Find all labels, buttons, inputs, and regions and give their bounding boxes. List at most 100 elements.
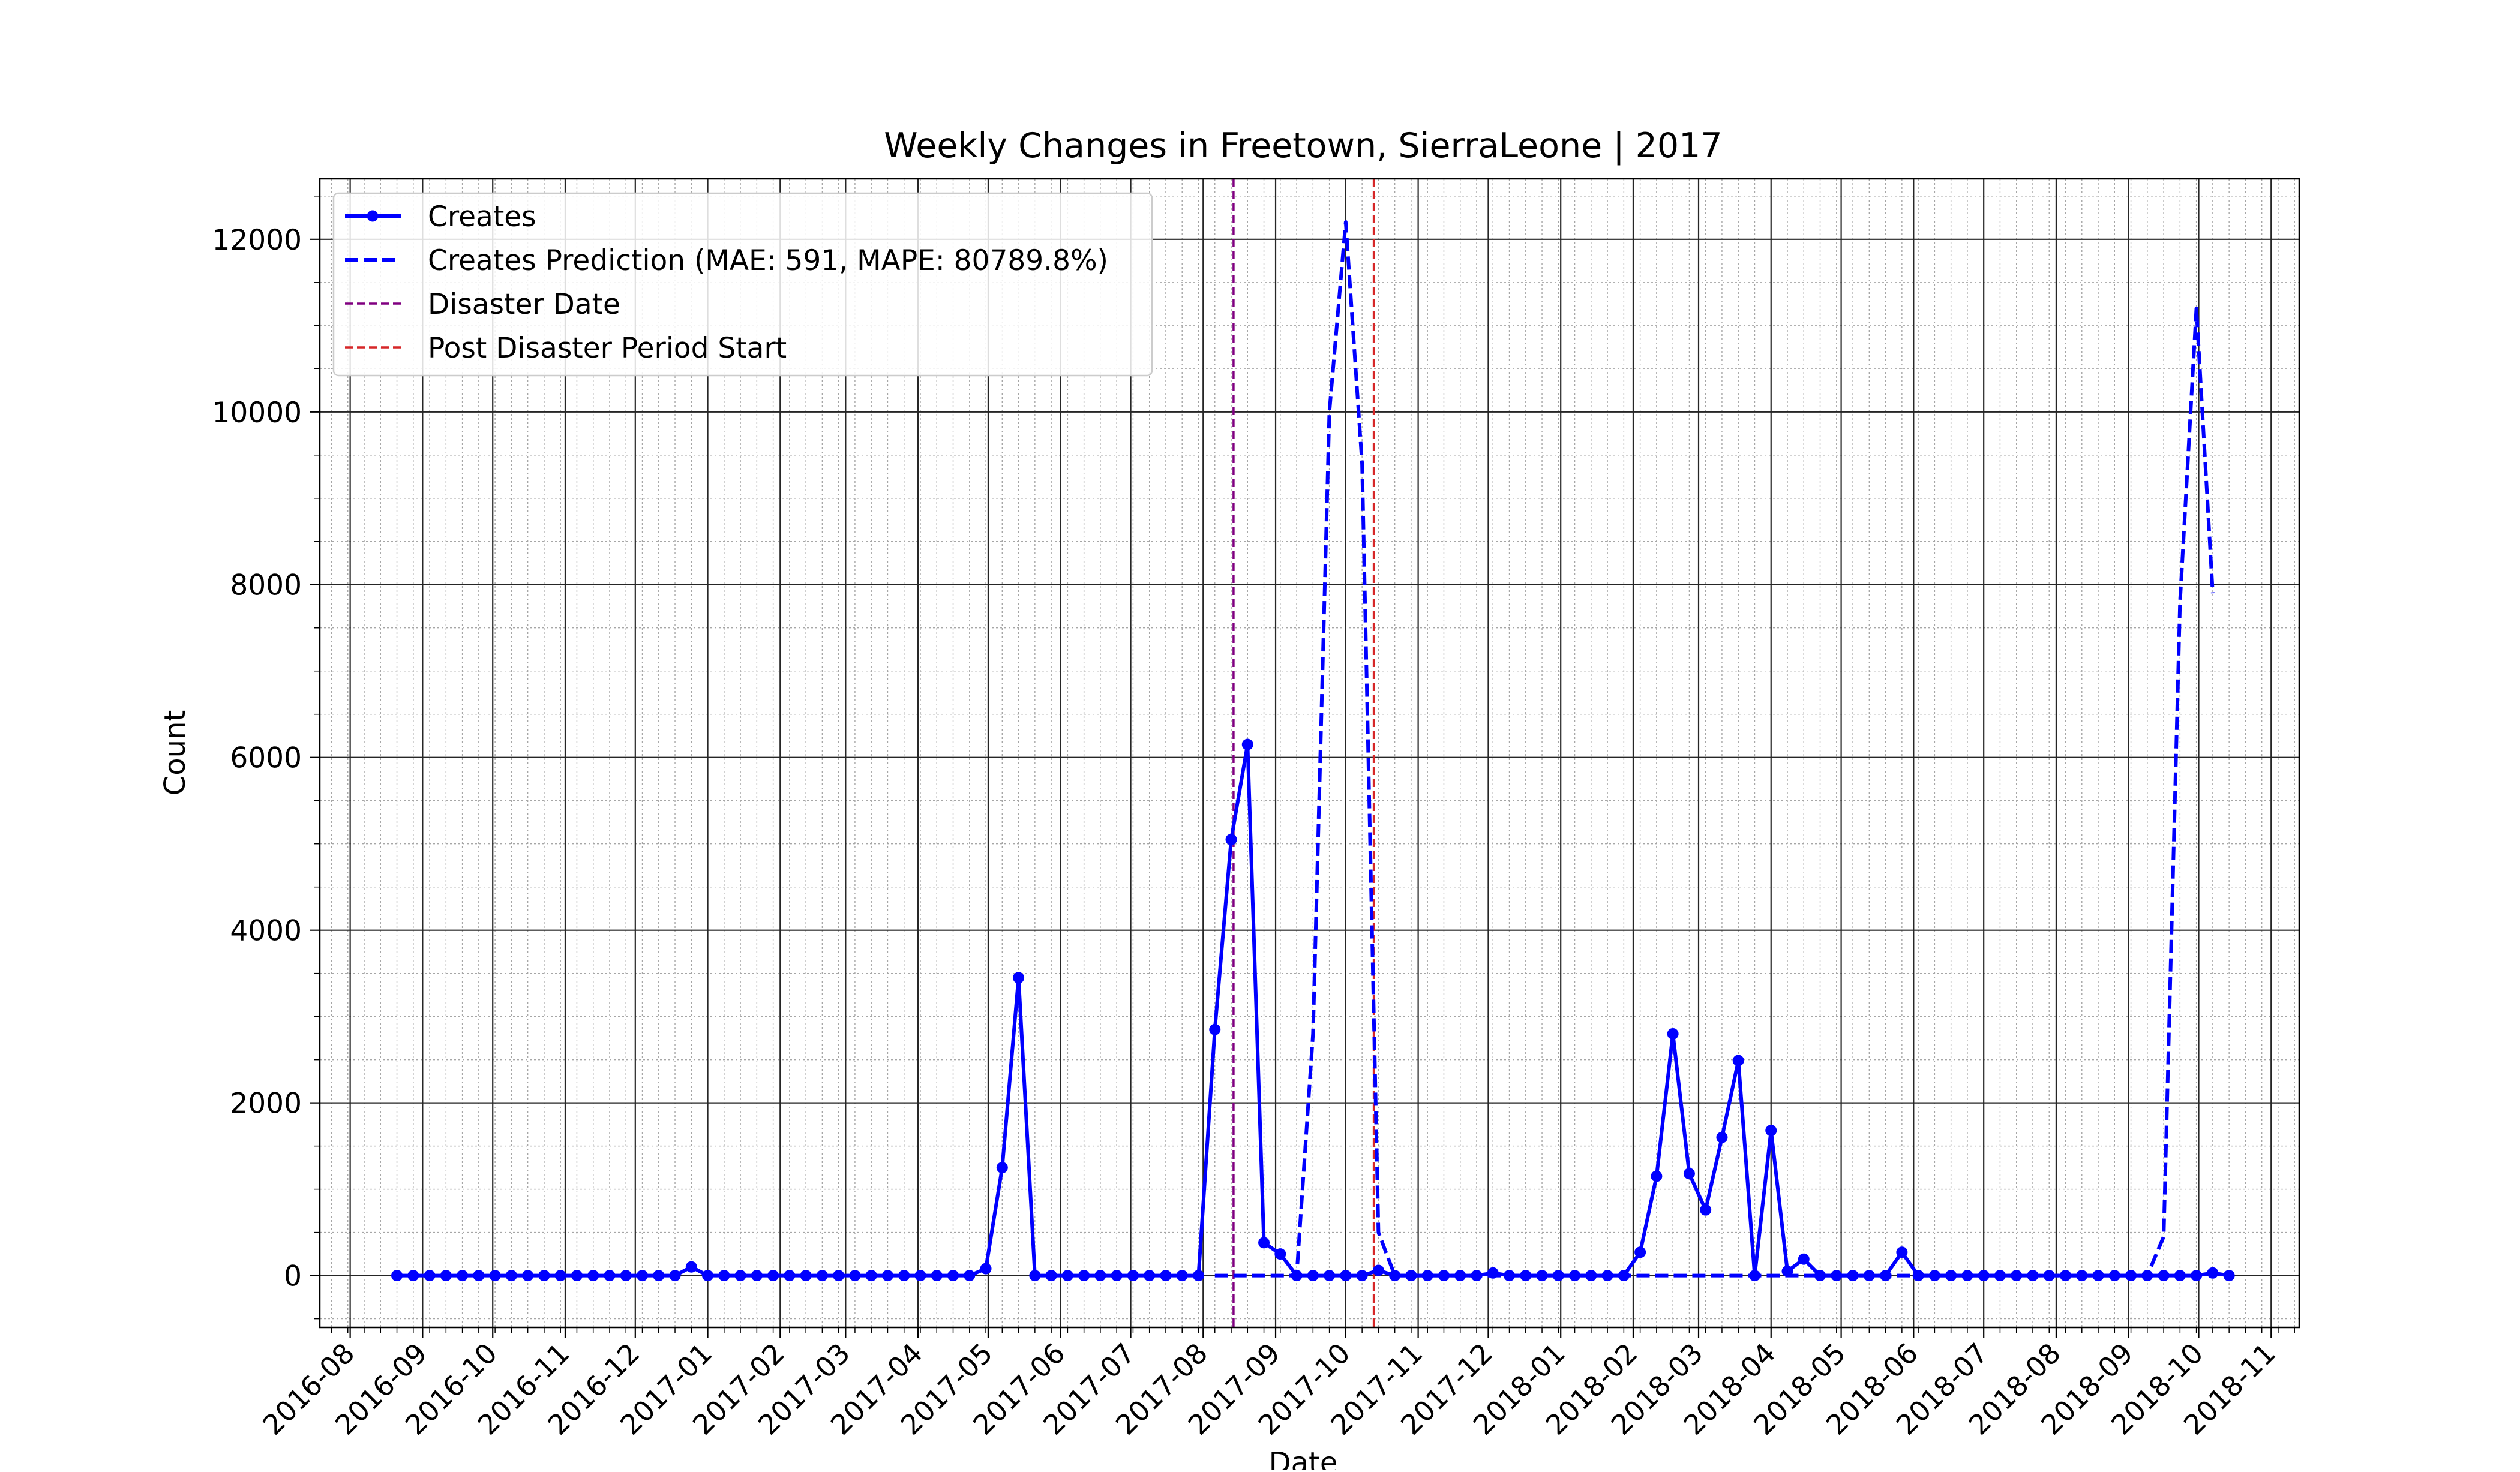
data-point (751, 1270, 763, 1282)
data-point (931, 1270, 943, 1282)
data-point (1013, 972, 1025, 984)
data-point (424, 1270, 436, 1282)
data-point (407, 1270, 419, 1282)
data-point (2191, 1270, 2203, 1282)
data-point (1225, 833, 1237, 845)
data-point (1356, 1270, 1368, 1282)
plot-frame (319, 178, 2300, 1329)
data-point (1405, 1270, 1417, 1282)
data-point (718, 1270, 730, 1282)
data-point (2092, 1270, 2104, 1282)
y-tick-label: 4000 (230, 915, 302, 948)
data-point (898, 1270, 910, 1282)
data-point (865, 1270, 877, 1282)
data-point (391, 1270, 403, 1282)
data-point (1324, 1270, 1336, 1282)
data-point (767, 1270, 779, 1282)
data-point (1209, 1023, 1221, 1035)
data-point (1798, 1253, 1810, 1265)
legend-label: Disaster Date (428, 288, 620, 321)
series-group (391, 220, 2235, 1282)
x-axis-label: Date (1269, 1446, 1338, 1470)
data-point (702, 1270, 714, 1282)
data-point (1536, 1270, 1548, 1282)
data-point (964, 1270, 976, 1282)
data-point (1144, 1270, 1156, 1282)
data-point (1127, 1270, 1139, 1282)
data-point (1552, 1270, 1564, 1282)
y-tick-label: 10000 (212, 396, 302, 429)
data-point (1814, 1270, 1826, 1282)
data-point (1961, 1270, 1973, 1282)
data-point (1700, 1204, 1712, 1216)
data-point (1176, 1270, 1188, 1282)
data-point (669, 1270, 681, 1282)
data-point (620, 1270, 632, 1282)
legend-entry-disaster-date: Disaster Date (345, 288, 620, 321)
data-point (2223, 1270, 2235, 1282)
legend-label: Creates Prediction (MAE: 591, MAPE: 8078… (428, 244, 1108, 277)
data-point (505, 1270, 517, 1282)
data-point (1029, 1270, 1041, 1282)
data-point (1634, 1246, 1646, 1258)
data-point (1258, 1237, 1270, 1249)
legend-box (332, 192, 1153, 377)
data-point (1241, 738, 1253, 750)
data-point (440, 1270, 452, 1282)
data-point (1372, 1264, 1384, 1276)
legend-marker (367, 210, 379, 222)
legend-entry-creates-prediction: Creates Prediction (MAE: 591, MAPE: 8078… (345, 244, 1108, 277)
data-point (2174, 1270, 2186, 1282)
data-point (1274, 1248, 1286, 1260)
data-point (1094, 1270, 1106, 1282)
data-point (1896, 1246, 1908, 1258)
data-point (914, 1270, 926, 1282)
legend-entry-post-disaster-period-start: Post Disaster Period Start (345, 332, 787, 365)
data-point (489, 1270, 501, 1282)
data-point (849, 1270, 861, 1282)
data-point (1831, 1270, 1843, 1282)
chart-title: Weekly Changes in Freetown, SierraLeone … (884, 126, 1722, 166)
y-axis-label: Count (158, 710, 192, 796)
data-point (554, 1270, 566, 1282)
data-point (1945, 1270, 1957, 1282)
data-point (2076, 1270, 2088, 1282)
data-point (996, 1162, 1008, 1174)
data-point (784, 1270, 796, 1282)
data-point (1061, 1270, 1073, 1282)
data-point (734, 1270, 746, 1282)
data-point (1307, 1270, 1319, 1282)
data-point (538, 1270, 550, 1282)
y-tick-label: 6000 (230, 742, 302, 775)
data-point (653, 1270, 665, 1282)
data-point (1667, 1028, 1679, 1040)
y-tick-label: 12000 (212, 224, 302, 257)
data-point (2207, 1267, 2219, 1279)
legend: Creates Creates Prediction (MAE: 591, MAP… (332, 192, 1153, 377)
data-point (1160, 1270, 1172, 1282)
data-point (947, 1270, 959, 1282)
data-point (587, 1270, 599, 1282)
data-point (473, 1270, 485, 1282)
legend-label: Post Disaster Period Start (428, 332, 787, 365)
data-point (2158, 1270, 2170, 1282)
axis-ticks (310, 196, 2295, 1338)
data-point (1765, 1125, 1777, 1137)
data-point (571, 1270, 583, 1282)
data-point (1340, 1270, 1352, 1282)
data-point (816, 1270, 828, 1282)
data-point (522, 1270, 534, 1282)
y-tick-label: 8000 (230, 569, 302, 602)
data-point (1651, 1170, 1663, 1182)
data-point (1045, 1270, 1057, 1282)
legend-label: Creates (428, 200, 536, 233)
data-point (1732, 1055, 1744, 1067)
data-point (800, 1270, 812, 1282)
data-point (1111, 1270, 1123, 1282)
data-point (1683, 1168, 1695, 1180)
data-point (604, 1270, 616, 1282)
data-point (881, 1270, 893, 1282)
data-point (457, 1270, 469, 1282)
